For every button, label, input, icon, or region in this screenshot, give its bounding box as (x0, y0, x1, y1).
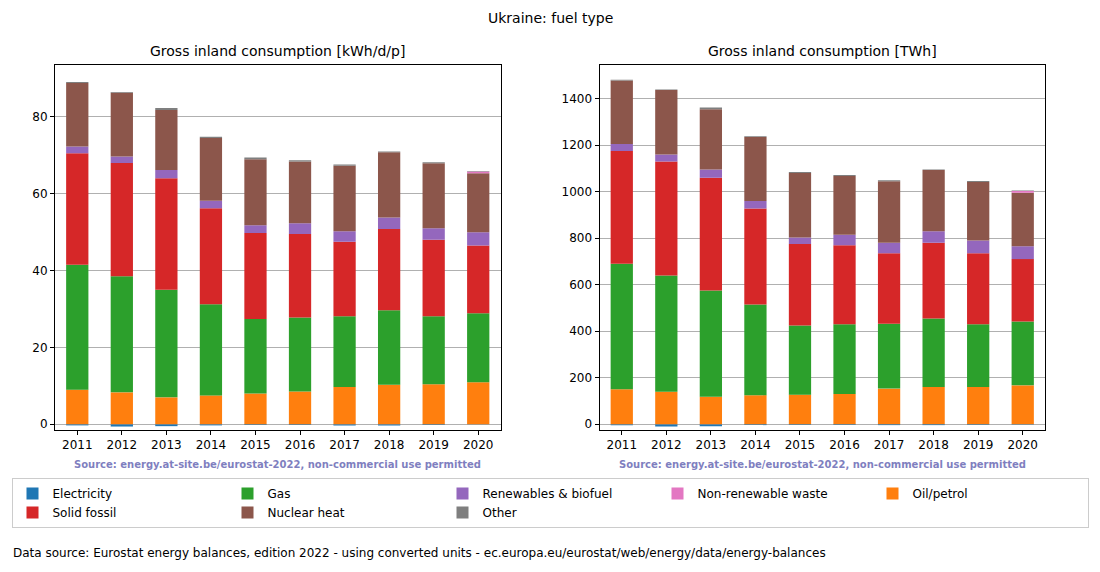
svg-text:Source: energy.at-site.be/euro: Source: energy.at-site.be/eurostat-2022,… (74, 459, 481, 470)
svg-text:600: 600 (569, 278, 592, 292)
svg-text:40: 40 (32, 264, 47, 278)
svg-text:400: 400 (569, 324, 592, 338)
svg-text:2017: 2017 (329, 438, 360, 452)
svg-text:200: 200 (569, 371, 592, 385)
svg-text:2019: 2019 (418, 438, 449, 452)
svg-text:2017: 2017 (874, 438, 905, 452)
svg-text:1000: 1000 (562, 185, 593, 199)
svg-text:Data source: Eurostat energy b: Data source: Eurostat energy balances, e… (13, 546, 826, 560)
svg-text:60: 60 (32, 187, 47, 201)
svg-text:1400: 1400 (562, 92, 593, 106)
svg-text:2014: 2014 (740, 438, 771, 452)
svg-text:Gas: Gas (268, 487, 291, 501)
svg-text:2016: 2016 (285, 438, 316, 452)
svg-text:Gross inland consumption [kWh/: Gross inland consumption [kWh/d/p] (150, 43, 405, 59)
svg-text:2011: 2011 (606, 438, 637, 452)
svg-text:2019: 2019 (963, 438, 994, 452)
svg-text:2011: 2011 (62, 438, 93, 452)
svg-text:2014: 2014 (196, 438, 227, 452)
svg-text:Source: energy.at-site.be/euro: Source: energy.at-site.be/eurostat-2022,… (619, 459, 1026, 470)
svg-text:2016: 2016 (829, 438, 860, 452)
svg-text:2015: 2015 (240, 438, 271, 452)
svg-text:0: 0 (40, 417, 48, 431)
svg-text:Solid fossil: Solid fossil (53, 506, 117, 520)
svg-text:Renewables & biofuel: Renewables & biofuel (483, 487, 613, 501)
svg-text:80: 80 (32, 110, 47, 124)
svg-text:2013: 2013 (151, 438, 182, 452)
svg-text:Other: Other (483, 506, 517, 520)
svg-text:Electricity: Electricity (53, 487, 113, 501)
svg-text:Ukraine: fuel type: Ukraine: fuel type (488, 10, 613, 26)
svg-text:2020: 2020 (1007, 438, 1038, 452)
svg-text:20: 20 (32, 341, 47, 355)
svg-text:Nuclear heat: Nuclear heat (268, 506, 345, 520)
svg-text:2020: 2020 (463, 438, 494, 452)
svg-text:800: 800 (569, 231, 592, 245)
svg-text:2015: 2015 (785, 438, 816, 452)
svg-text:2018: 2018 (374, 438, 405, 452)
svg-text:2013: 2013 (696, 438, 727, 452)
svg-text:Non-renewable waste: Non-renewable waste (698, 487, 828, 501)
svg-text:0: 0 (584, 417, 592, 431)
svg-text:2018: 2018 (918, 438, 949, 452)
svg-text:2012: 2012 (651, 438, 682, 452)
svg-text:Gross inland consumption [TWh]: Gross inland consumption [TWh] (708, 43, 937, 59)
svg-text:Oil/petrol: Oil/petrol (913, 487, 968, 501)
svg-text:2012: 2012 (107, 438, 138, 452)
svg-text:1200: 1200 (562, 138, 593, 152)
